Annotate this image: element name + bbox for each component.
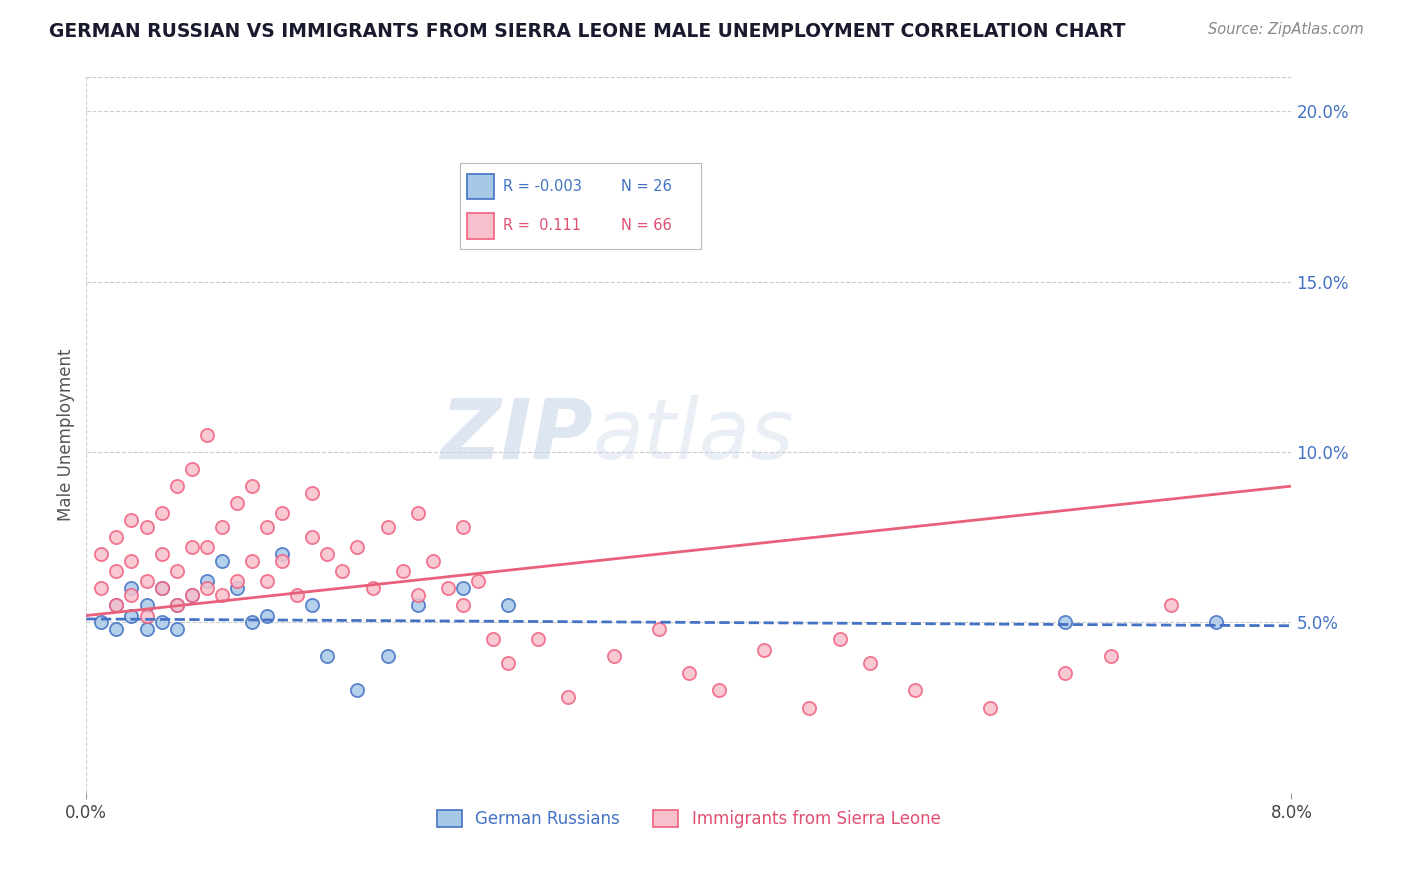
Point xyxy=(271,547,294,561)
Point xyxy=(467,574,489,589)
Point xyxy=(1099,649,1122,664)
Point xyxy=(557,690,579,705)
Point xyxy=(195,582,218,596)
Point xyxy=(150,547,173,561)
Text: Source: ZipAtlas.com: Source: ZipAtlas.com xyxy=(1208,22,1364,37)
Point xyxy=(195,541,218,555)
Point xyxy=(90,547,112,561)
Point xyxy=(437,582,460,596)
Point xyxy=(346,541,368,555)
Point xyxy=(271,554,294,568)
Point xyxy=(316,547,339,561)
Point xyxy=(406,507,429,521)
Point xyxy=(301,530,323,544)
Point xyxy=(301,486,323,500)
Point xyxy=(406,588,429,602)
Point xyxy=(240,554,263,568)
Point xyxy=(451,599,474,613)
Point xyxy=(979,700,1001,714)
Legend: German Russians, Immigrants from Sierra Leone: German Russians, Immigrants from Sierra … xyxy=(430,803,948,834)
Point xyxy=(121,554,143,568)
Point xyxy=(482,632,505,647)
Point xyxy=(121,608,143,623)
Point xyxy=(648,622,671,636)
Point xyxy=(150,582,173,596)
Point xyxy=(332,564,354,578)
Point xyxy=(754,642,776,657)
Point xyxy=(180,541,202,555)
Point xyxy=(226,582,249,596)
Point xyxy=(135,599,157,613)
Point xyxy=(256,574,278,589)
Point xyxy=(105,530,128,544)
Point xyxy=(256,608,278,623)
Point xyxy=(678,666,700,681)
Point xyxy=(180,588,202,602)
Point xyxy=(316,649,339,664)
Point xyxy=(105,564,128,578)
Point xyxy=(121,582,143,596)
Point xyxy=(859,657,882,671)
Point xyxy=(90,582,112,596)
Point xyxy=(422,554,444,568)
Point xyxy=(271,507,294,521)
Point xyxy=(391,564,413,578)
Text: ZIP: ZIP xyxy=(440,394,592,475)
Point xyxy=(226,496,249,510)
Point xyxy=(1205,615,1227,630)
Point xyxy=(166,622,188,636)
Point xyxy=(166,564,188,578)
Point xyxy=(496,599,519,613)
Point xyxy=(105,622,128,636)
Point xyxy=(150,582,173,596)
Point xyxy=(195,574,218,589)
Point xyxy=(496,657,519,671)
Point xyxy=(707,683,730,698)
Point xyxy=(121,513,143,527)
Text: GERMAN RUSSIAN VS IMMIGRANTS FROM SIERRA LEONE MALE UNEMPLOYMENT CORRELATION CHA: GERMAN RUSSIAN VS IMMIGRANTS FROM SIERRA… xyxy=(49,22,1126,41)
Point xyxy=(180,588,202,602)
Point xyxy=(226,574,249,589)
Point xyxy=(180,462,202,476)
Point xyxy=(301,599,323,613)
Point xyxy=(166,599,188,613)
Point xyxy=(211,520,233,534)
Point xyxy=(256,520,278,534)
Point xyxy=(527,632,550,647)
Point xyxy=(211,588,233,602)
Point xyxy=(828,632,851,647)
Text: atlas: atlas xyxy=(592,394,794,475)
Point xyxy=(451,520,474,534)
Point xyxy=(377,520,399,534)
Point xyxy=(240,479,263,493)
Point xyxy=(105,599,128,613)
Point xyxy=(195,428,218,442)
Point xyxy=(166,479,188,493)
Point xyxy=(904,683,927,698)
Point xyxy=(451,582,474,596)
Point xyxy=(135,608,157,623)
Point xyxy=(211,554,233,568)
Point xyxy=(285,588,308,602)
Point xyxy=(135,622,157,636)
Point xyxy=(105,599,128,613)
Point xyxy=(150,507,173,521)
Point xyxy=(121,588,143,602)
Point xyxy=(799,700,821,714)
Point xyxy=(90,615,112,630)
Point xyxy=(1054,666,1077,681)
Point xyxy=(377,649,399,664)
Point xyxy=(346,683,368,698)
Y-axis label: Male Unemployment: Male Unemployment xyxy=(58,349,75,521)
Point xyxy=(240,615,263,630)
Point xyxy=(602,649,624,664)
Point xyxy=(361,582,384,596)
Point xyxy=(1054,615,1077,630)
Point xyxy=(406,599,429,613)
Point xyxy=(166,599,188,613)
Point xyxy=(150,615,173,630)
Point xyxy=(135,520,157,534)
Point xyxy=(1160,599,1182,613)
Point xyxy=(135,574,157,589)
